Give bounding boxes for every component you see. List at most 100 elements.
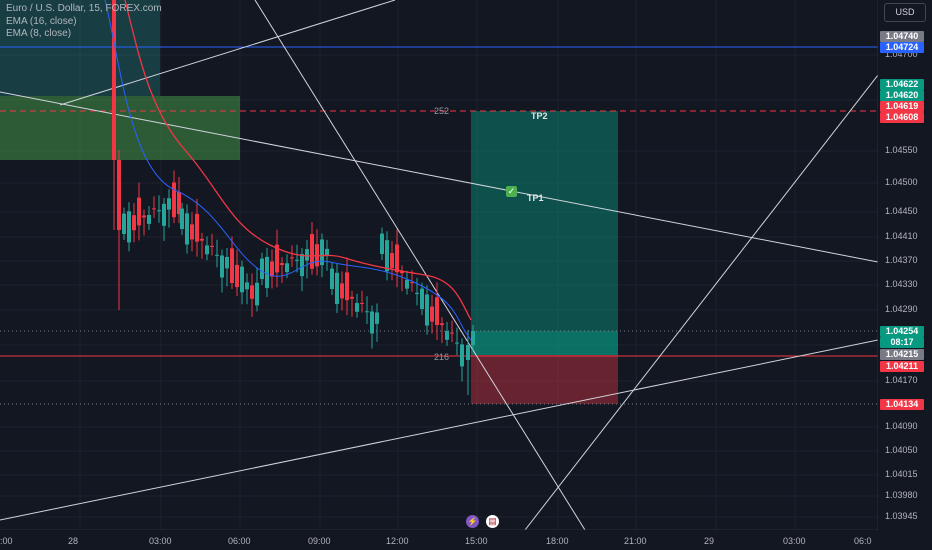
price-axis-label: 1.04170 xyxy=(885,375,918,385)
candle-body xyxy=(127,211,131,243)
price-axis-label: 1.04450 xyxy=(885,206,918,216)
candle-body xyxy=(440,323,444,326)
candle-body xyxy=(330,268,334,289)
candle-body xyxy=(450,332,454,334)
price-tag: 1.04134 xyxy=(880,399,924,410)
candle-body xyxy=(240,266,244,293)
time-axis-label: 18:00 xyxy=(546,536,569,546)
candle-body xyxy=(295,259,299,261)
ema-16-label[interactable]: EMA (16, close) xyxy=(6,15,77,27)
candle-body xyxy=(405,279,409,289)
price-tag: 08:17 xyxy=(880,337,924,348)
candle-body xyxy=(310,234,314,269)
candle-body xyxy=(290,257,294,259)
time-axis-label: 09:00 xyxy=(308,536,331,546)
price-axis-label: 1.04050 xyxy=(885,445,918,455)
candle-body xyxy=(445,330,449,340)
target-ticks-label: 252 xyxy=(434,106,450,116)
tp1-label: TP1 xyxy=(527,193,544,203)
symbol-title[interactable]: Euro / U.S. Dollar, 15, FOREX.com xyxy=(6,3,162,14)
price-axis-label: 1.03945 xyxy=(885,511,918,521)
candle-body xyxy=(300,254,304,277)
candle-body xyxy=(137,197,141,226)
lightning-icon[interactable]: ⚡ xyxy=(466,515,479,528)
candle-body xyxy=(350,296,354,299)
candle-body xyxy=(370,311,374,334)
candle-body xyxy=(320,239,324,266)
target-zone xyxy=(471,111,618,331)
candle-body xyxy=(142,215,146,218)
candle-body xyxy=(340,283,344,299)
candle-body xyxy=(280,263,284,265)
price-axis-label: 1.04290 xyxy=(885,304,918,314)
candle-body xyxy=(177,191,181,215)
price-axis-label: 1.04410 xyxy=(885,231,918,241)
price-chart[interactable] xyxy=(0,0,878,530)
time-axis-label: 06:00 xyxy=(228,536,251,546)
candle-body xyxy=(167,198,171,210)
candle-body xyxy=(172,182,176,218)
zone-box xyxy=(0,0,160,96)
time-axis-label: 06:0 xyxy=(854,536,872,546)
candle-body xyxy=(455,342,459,344)
candle-body xyxy=(335,272,339,304)
candle-body xyxy=(415,292,419,294)
currency-button[interactable]: USD xyxy=(884,3,926,22)
candle-body xyxy=(162,203,166,226)
candle-body xyxy=(157,210,161,212)
trend-line xyxy=(0,339,878,521)
candle-body xyxy=(225,256,229,269)
time-axis-label: 03:00 xyxy=(783,536,806,546)
price-axis-label: 1.04370 xyxy=(885,255,918,265)
time-axis-label: 21:00 xyxy=(624,536,647,546)
check-icon: ✓ xyxy=(506,186,517,197)
candle-body xyxy=(255,282,259,306)
chart-legend: Euro / U.S. Dollar, 15, FOREX.com EMA (1… xyxy=(6,3,162,41)
stop-zone xyxy=(471,355,618,404)
tp2-label: TP2 xyxy=(531,111,548,121)
price-axis-label: 1.04550 xyxy=(885,145,918,155)
candle-body xyxy=(210,245,214,247)
candle-body xyxy=(205,245,209,255)
candle-body xyxy=(200,238,204,241)
price-axis-label: 1.03980 xyxy=(885,490,918,500)
trend-line xyxy=(524,74,878,530)
candle-body xyxy=(425,294,429,326)
price-axis-label: 1.04090 xyxy=(885,421,918,431)
candle-body xyxy=(180,208,184,229)
candle-body xyxy=(390,253,394,269)
ema-8-label[interactable]: EMA (8, close) xyxy=(6,28,72,39)
candle-body xyxy=(410,282,414,284)
candle-body xyxy=(152,208,156,210)
trend-line xyxy=(254,0,586,530)
candle-body xyxy=(355,302,359,312)
price-tag: 1.04724 xyxy=(880,42,924,53)
candle-body xyxy=(420,288,424,309)
candle-body xyxy=(395,244,399,273)
candle-body xyxy=(385,240,389,272)
candle-body xyxy=(345,272,349,301)
us-flag-icon[interactable]: ▤ xyxy=(486,515,499,528)
candle-body xyxy=(365,311,369,313)
trend-line xyxy=(0,91,878,263)
price-axis-label: 1.04015 xyxy=(885,469,918,479)
candle-body xyxy=(471,331,475,345)
candle-body xyxy=(360,302,364,304)
candle-body xyxy=(466,345,470,360)
stop-ticks-label: 216 xyxy=(434,352,450,362)
ema-16-line xyxy=(104,0,472,341)
candle-body xyxy=(185,213,189,245)
candle-body xyxy=(270,261,274,277)
price-tag: 1.04740 xyxy=(880,31,924,42)
chart-plot-area[interactable] xyxy=(0,0,878,530)
candle-body xyxy=(132,215,136,231)
price-axis-label: 1.04700 xyxy=(885,49,918,59)
time-axis-label: 28 xyxy=(68,536,79,546)
candle-body xyxy=(285,263,289,273)
candle-body xyxy=(305,249,309,261)
candle-body xyxy=(112,0,116,160)
zone-box xyxy=(0,96,240,160)
candle-body xyxy=(190,224,194,240)
candle-body xyxy=(230,248,234,283)
